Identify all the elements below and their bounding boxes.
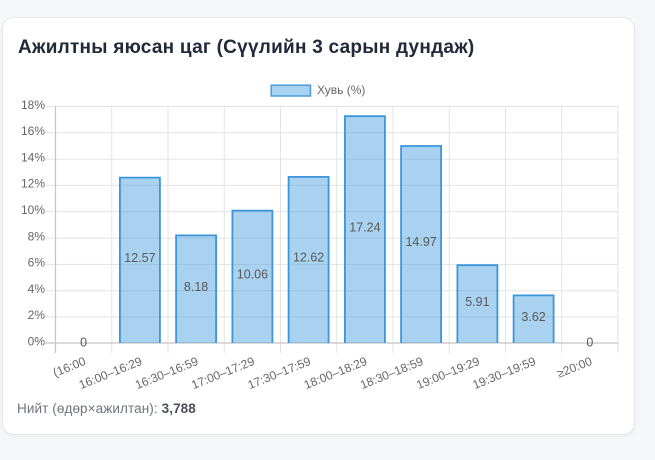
svg-text:5.91: 5.91 bbox=[465, 295, 489, 309]
svg-text:0: 0 bbox=[586, 335, 593, 349]
svg-text:16:00–16:29: 16:00–16:29 bbox=[77, 354, 144, 392]
svg-text:3.62: 3.62 bbox=[521, 310, 545, 324]
svg-text:16:30–16:59: 16:30–16:59 bbox=[133, 354, 200, 392]
svg-text:18:30–18:59: 18:30–18:59 bbox=[358, 354, 425, 392]
svg-text:Ажилтны яюсан цаг (Сүүлийн 3 с: Ажилтны яюсан цаг (Сүүлийн 3 сарын дунда… bbox=[18, 37, 475, 58]
svg-text:2%: 2% bbox=[28, 308, 46, 322]
svg-text:0%: 0% bbox=[28, 335, 46, 349]
svg-text:14.97: 14.97 bbox=[405, 235, 436, 249]
svg-text:17:00–17:29: 17:00–17:29 bbox=[189, 354, 256, 392]
svg-text:17:30–17:59: 17:30–17:59 bbox=[246, 354, 313, 392]
svg-text:12.57: 12.57 bbox=[124, 251, 155, 265]
svg-text:18%: 18% bbox=[21, 98, 45, 112]
svg-text:18:00–18:29: 18:00–18:29 bbox=[302, 354, 369, 392]
svg-text:17.24: 17.24 bbox=[349, 220, 380, 234]
svg-text:14%: 14% bbox=[21, 150, 45, 164]
svg-text:19:00–19:29: 19:00–19:29 bbox=[414, 354, 481, 392]
svg-text:10.06: 10.06 bbox=[237, 268, 268, 282]
svg-text:12.62: 12.62 bbox=[293, 251, 324, 265]
svg-text:0: 0 bbox=[80, 335, 87, 349]
svg-text:8%: 8% bbox=[28, 229, 46, 243]
svg-text:6%: 6% bbox=[28, 256, 46, 270]
svg-text:10%: 10% bbox=[21, 203, 45, 217]
svg-text:≥20:00: ≥20:00 bbox=[555, 354, 594, 381]
svg-text:8.18: 8.18 bbox=[184, 280, 208, 294]
svg-text:12%: 12% bbox=[21, 177, 45, 191]
svg-text:19:30–19:59: 19:30–19:59 bbox=[471, 354, 538, 392]
svg-text:4%: 4% bbox=[28, 282, 46, 296]
svg-text:Хувь (%): Хувь (%) bbox=[317, 83, 365, 97]
svg-text:16%: 16% bbox=[21, 124, 45, 138]
svg-text:Нийт (өдөр×ажилтан): 3,788: Нийт (өдөр×ажилтан): 3,788 bbox=[17, 401, 196, 416]
